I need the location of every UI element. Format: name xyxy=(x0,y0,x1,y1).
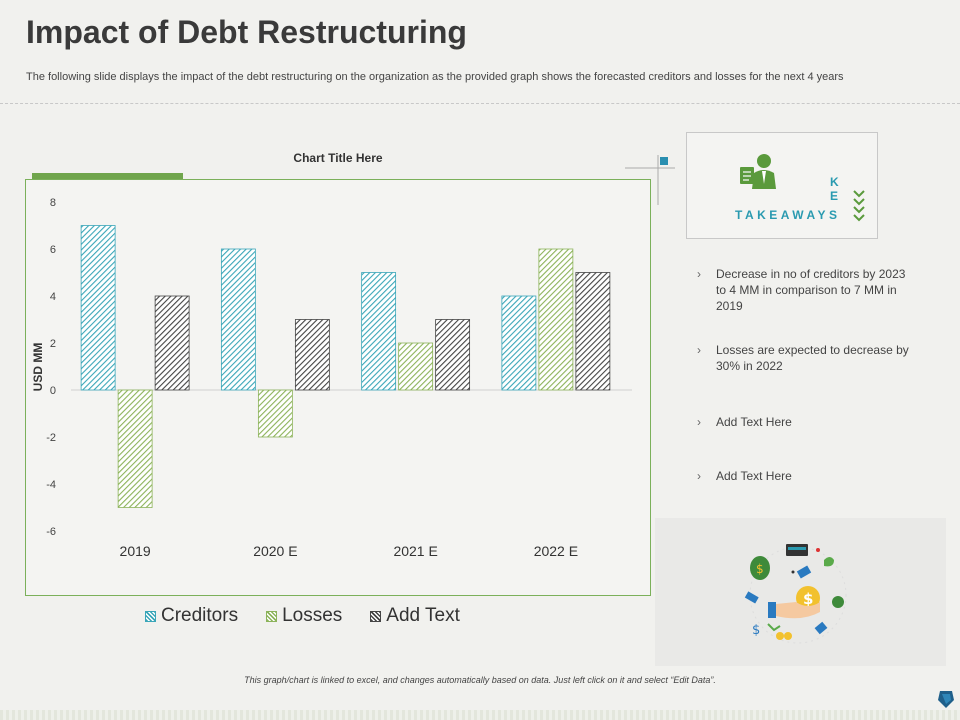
money-hand-illustration: $ $ $ xyxy=(744,544,847,644)
svg-text:$: $ xyxy=(752,623,760,638)
decorative-corner-lines xyxy=(625,155,675,205)
chevron-right-icon: › xyxy=(697,469,701,483)
legend-swatch-add-text xyxy=(370,610,382,622)
legend-label-creditors: Creditors xyxy=(161,605,239,626)
bar-creditors-2022-e[interactable] xyxy=(501,295,537,391)
footer-note: This graph/chart is linked to excel, and… xyxy=(244,675,716,685)
bullet-text: Losses are expected to decrease by 30% i… xyxy=(716,343,909,373)
chevron-down-icon xyxy=(853,190,865,222)
bullet-text: Decrease in no of creditors by 2023 to 4… xyxy=(716,267,906,313)
chevron-right-icon: › xyxy=(697,267,701,281)
chevron-right-icon: › xyxy=(697,343,701,357)
legend-label-add-text: Add Text xyxy=(386,605,460,626)
illustration-panel: $ $ $ xyxy=(655,518,946,666)
businessman-presentation-icon xyxy=(740,154,776,189)
y-tick-label: 4 xyxy=(50,291,56,303)
chart-accent-tab xyxy=(32,173,183,179)
page-subtitle: The following slide displays the impact … xyxy=(26,71,844,83)
brand-logo-icon xyxy=(938,691,954,708)
bullet-item: › Add Text Here xyxy=(697,414,917,430)
y-tick-label: -2 xyxy=(46,432,56,444)
bullet-text: Add Text Here xyxy=(716,415,792,429)
bar-chart[interactable]: 8 6 4 2 0 -2 -4 -6 USD MM 2019 2020 E 2021 E 2022 E xyxy=(26,180,652,597)
legend-item-creditors[interactable]: Creditors xyxy=(145,605,238,627)
x-tick-label: 2019 xyxy=(120,543,151,559)
chevron-right-icon: › xyxy=(697,415,701,429)
keys-vertical-label: K E Y xyxy=(830,175,840,217)
y-tick-label: 2 xyxy=(50,338,56,350)
bar-creditors-2020-e[interactable] xyxy=(220,248,256,391)
x-tick-label: 2022 E xyxy=(534,543,578,559)
bar-add-text-2021-e[interactable] xyxy=(435,319,471,391)
bar-add-text-2022-e[interactable] xyxy=(575,272,611,391)
bar-creditors-2021-e[interactable] xyxy=(361,272,397,391)
bar-losses-2020-e[interactable] xyxy=(257,389,293,438)
bar-creditors-2019[interactable] xyxy=(80,225,116,391)
bullet-item: › Decrease in no of creditors by 2023 to… xyxy=(697,266,917,314)
x-tick-label: 2020 E xyxy=(253,543,297,559)
svg-text:$: $ xyxy=(803,590,813,608)
header-divider xyxy=(0,103,960,104)
y-tick-label: 8 xyxy=(50,197,56,209)
svg-text:$: $ xyxy=(756,562,764,576)
legend-item-add-text[interactable]: Add Text xyxy=(370,605,460,627)
legend-swatch-creditors xyxy=(145,610,156,622)
y-axis-label: USD MM xyxy=(31,343,45,392)
chart-frame[interactable]: 8 6 4 2 0 -2 -4 -6 USD MM 2019 2020 E 2021 E 2022 E xyxy=(25,179,651,596)
legend-item-losses[interactable]: Losses xyxy=(266,605,342,627)
bullet-item: › Losses are expected to decrease by 30%… xyxy=(697,342,917,374)
takeaways-label: TAKEAWAYS xyxy=(735,208,841,222)
bar-losses-2019[interactable] xyxy=(117,389,153,508)
bar-add-text-2019[interactable] xyxy=(154,295,190,391)
page-title: Impact of Debt Restructuring xyxy=(26,14,467,50)
chart-title: Chart Title Here xyxy=(293,151,383,165)
keys-letter-e: E xyxy=(830,189,840,203)
keys-letter-k: K xyxy=(830,175,840,189)
legend-swatch-losses xyxy=(266,610,278,622)
y-tick-label: 0 xyxy=(50,385,56,397)
bar-losses-2021-e[interactable] xyxy=(398,342,434,391)
y-tick-label: 6 xyxy=(50,244,56,256)
bullet-text: Add Text Here xyxy=(716,469,792,483)
x-tick-label: 2021 E xyxy=(393,543,437,559)
y-tick-label: -4 xyxy=(46,479,56,491)
bar-losses-2022-e[interactable] xyxy=(538,248,574,391)
legend-label-losses: Losses xyxy=(282,605,343,626)
bar-add-text-2020-e[interactable] xyxy=(294,319,330,391)
takeaways-text: TAKEAWAYS xyxy=(735,208,841,222)
bullet-item: › Add Text Here xyxy=(697,468,917,484)
chart-legend: Creditors Losses Add Text xyxy=(145,604,460,628)
footer-band xyxy=(0,710,960,720)
key-takeaways-box: K E Y TAKEAWAYS xyxy=(686,132,878,239)
y-tick-label: -6 xyxy=(46,526,56,538)
